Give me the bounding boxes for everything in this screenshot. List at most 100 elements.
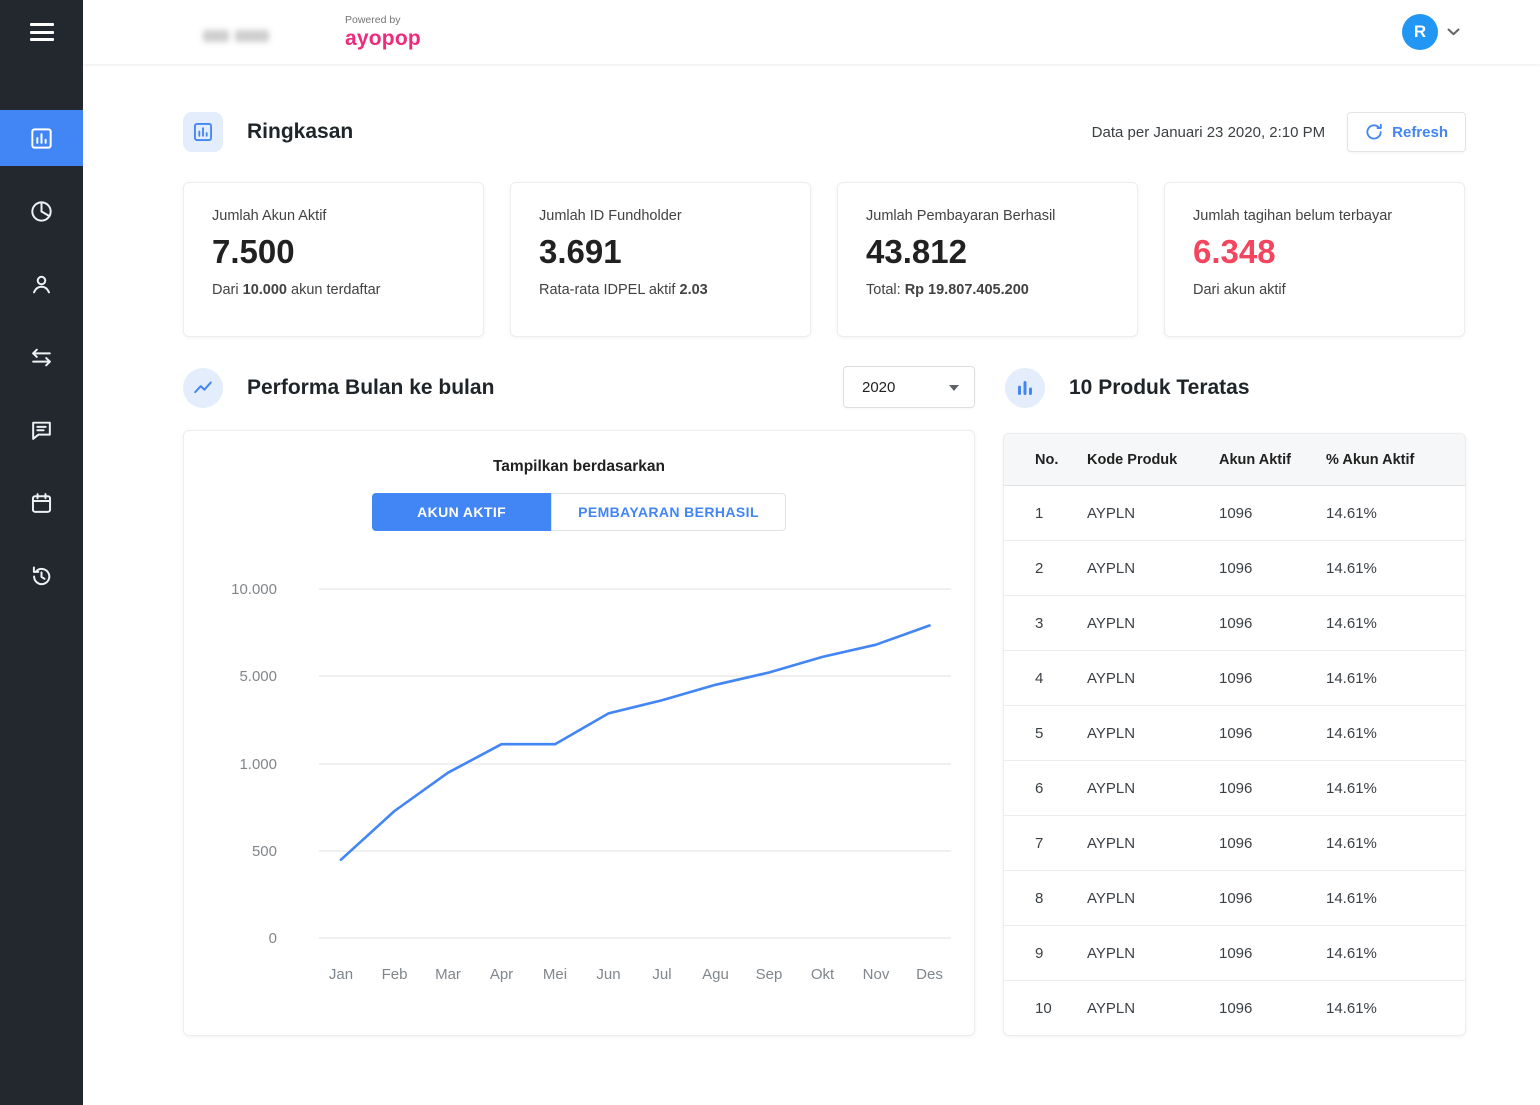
sidebar-item-calendar[interactable] bbox=[0, 475, 83, 531]
ayopop-logo: ayopop bbox=[345, 27, 421, 51]
toggle-pembayaran-berhasil[interactable]: PEMBAYARAN BERHASIL bbox=[551, 493, 786, 531]
table-cell: AYPLN bbox=[1087, 559, 1136, 577]
chevron-down-icon[interactable] bbox=[1447, 28, 1460, 36]
table-cell: 6 bbox=[1035, 779, 1044, 797]
x-axis-label: Agu bbox=[702, 966, 729, 983]
performance-title: Performa Bulan ke bulan bbox=[247, 376, 495, 399]
table-cell: AYPLN bbox=[1087, 1000, 1136, 1017]
column-header-akun-aktif: Akun Aktif bbox=[1219, 451, 1291, 468]
table-header-row: No. Kode Produk Akun Aktif % Akun Aktif bbox=[1004, 434, 1465, 486]
stat-value: 43.812 bbox=[866, 233, 967, 270]
stat-subtext: Dari 10.000 akun terdaftar bbox=[212, 282, 381, 298]
x-axis-label: Jan bbox=[329, 966, 353, 983]
x-axis-label: Des bbox=[916, 966, 943, 983]
y-axis-label: 500 bbox=[252, 843, 277, 860]
y-axis-label: 0 bbox=[269, 930, 277, 947]
stat-value: 6.348 bbox=[1193, 233, 1276, 270]
table-cell: 10 bbox=[1035, 1000, 1052, 1017]
refresh-label: Refresh bbox=[1392, 123, 1448, 141]
x-axis-label: Feb bbox=[382, 966, 408, 983]
table-cell: 3 bbox=[1035, 614, 1044, 632]
table-row: 6 AYPLN 1096 14.61% bbox=[1004, 761, 1465, 816]
stat-card-tagihan-belum-terbayar: Jumlah tagihan belum terbayar 6.348 Dari… bbox=[1164, 182, 1465, 337]
products-table-body: 1 AYPLN 1096 14.61% 2 AYPLN 1096 14.61% 3 AYPLN 10… bbox=[1004, 486, 1465, 1035]
x-axis-label: Apr bbox=[490, 966, 513, 983]
table-row: 9 AYPLN 1096 14.61% bbox=[1004, 926, 1465, 981]
refresh-button[interactable]: Refresh bbox=[1347, 112, 1466, 152]
sidebar-item-users[interactable] bbox=[0, 256, 83, 312]
hamburger-icon bbox=[29, 19, 54, 46]
sidebar bbox=[0, 0, 83, 1105]
x-axis-label: Jun bbox=[596, 966, 620, 983]
summary-title: Ringkasan bbox=[247, 120, 354, 143]
table-row: 3 AYPLN 1096 14.61% bbox=[1004, 596, 1465, 651]
y-axis-label: 5.000 bbox=[239, 668, 277, 685]
stat-value: 3.691 bbox=[539, 233, 622, 270]
table-cell: 14.61% bbox=[1326, 669, 1377, 687]
chart-toggle-group: AKUN AKTIF PEMBAYARAN BERHASIL bbox=[184, 493, 974, 531]
table-cell: 1096 bbox=[1219, 669, 1253, 687]
sidebar-item-dashboard[interactable] bbox=[0, 110, 83, 166]
avatar[interactable]: R bbox=[1402, 14, 1438, 50]
chat-icon bbox=[29, 418, 54, 443]
table-cell: AYPLN bbox=[1087, 779, 1136, 797]
table-cell: AYPLN bbox=[1087, 724, 1136, 742]
table-cell: 1096 bbox=[1219, 889, 1253, 907]
table-cell: 7 bbox=[1035, 834, 1044, 852]
powered-by-label: Powered by bbox=[345, 13, 401, 26]
table-cell: 14.61% bbox=[1326, 779, 1377, 797]
performance-chart-card: Tampilkan berdasarkan AKUN AKTIF PEMBAYA… bbox=[183, 430, 975, 1036]
equalizer-bars-icon bbox=[1005, 368, 1045, 408]
menu-button[interactable] bbox=[0, 0, 83, 64]
table-cell: 1096 bbox=[1219, 779, 1253, 797]
table-cell: 14.61% bbox=[1326, 889, 1377, 907]
table-cell: AYPLN bbox=[1087, 504, 1136, 522]
sidebar-item-messages[interactable] bbox=[0, 402, 83, 458]
stat-subtext: Dari akun aktif bbox=[1193, 282, 1286, 298]
chart-card-title: Tampilkan berdasarkan bbox=[492, 458, 665, 475]
table-cell: 1096 bbox=[1219, 834, 1253, 852]
table-row: 1 AYPLN 1096 14.61% bbox=[1004, 486, 1465, 541]
topbar: Powered by ayopop R bbox=[83, 0, 1540, 64]
table-cell: 2 bbox=[1035, 559, 1044, 577]
stat-card-pembayaran-berhasil: Jumlah Pembayaran Berhasil 43.812 Total:… bbox=[837, 182, 1138, 337]
stat-value: 7.500 bbox=[212, 233, 295, 270]
year-select[interactable]: 2020 bbox=[843, 366, 975, 408]
table-cell: 1096 bbox=[1219, 1000, 1253, 1017]
toggle-akun-aktif[interactable]: AKUN AKTIF bbox=[372, 493, 552, 531]
table-row: 7 AYPLN 1096 14.61% bbox=[1004, 816, 1465, 871]
table-cell: 14.61% bbox=[1326, 504, 1377, 522]
table-cell: 9 bbox=[1035, 944, 1044, 962]
caret-down-icon bbox=[949, 385, 959, 391]
table-cell: 14.61% bbox=[1326, 944, 1377, 962]
sidebar-item-transactions[interactable] bbox=[0, 329, 83, 385]
pie-chart-icon bbox=[29, 199, 54, 224]
table-cell: AYPLN bbox=[1087, 834, 1136, 852]
chart-square-icon bbox=[29, 126, 54, 151]
table-cell: 1096 bbox=[1219, 504, 1253, 522]
stat-label: Jumlah tagihan belum terbayar bbox=[1193, 208, 1393, 224]
table-cell: 1096 bbox=[1219, 724, 1253, 742]
swap-arrows-icon bbox=[29, 345, 54, 370]
summary-header-row: Ringkasan Data per Januari 23 2020, 2:10… bbox=[183, 108, 1466, 156]
table-row: 2 AYPLN 1096 14.61% bbox=[1004, 541, 1465, 596]
table-cell: AYPLN bbox=[1087, 889, 1136, 907]
y-axis-label: 1.000 bbox=[239, 756, 277, 773]
table-cell: 4 bbox=[1035, 669, 1044, 687]
column-header-persen-akun-aktif: % Akun Aktif bbox=[1326, 451, 1415, 468]
table-row: 10 AYPLN 1096 14.61% bbox=[1004, 981, 1465, 1035]
x-axis-label: Sep bbox=[756, 966, 783, 983]
sidebar-item-pie-report[interactable] bbox=[0, 183, 83, 239]
table-cell: 14.61% bbox=[1326, 724, 1377, 742]
column-header-kode-produk: Kode Produk bbox=[1087, 451, 1178, 468]
data-timestamp: Data per Januari 23 2020, 2:10 PM bbox=[1091, 123, 1326, 141]
table-row: 4 AYPLN 1096 14.61% bbox=[1004, 651, 1465, 706]
y-axis-label: 10.000 bbox=[231, 581, 277, 598]
table-row: 5 AYPLN 1096 14.61% bbox=[1004, 706, 1465, 761]
year-select-value: 2020 bbox=[862, 378, 896, 396]
sidebar-item-history[interactable] bbox=[0, 548, 83, 604]
line-chart: 0 500 1.000 5.000 10.000 Jan Feb Mar Apr Mei Jun Ju… bbox=[231, 581, 951, 983]
stat-card-akun-aktif: Jumlah Akun Aktif 7.500 Dari 10.000 akun… bbox=[183, 182, 484, 337]
stat-label: Jumlah Pembayaran Berhasil bbox=[866, 208, 1056, 224]
